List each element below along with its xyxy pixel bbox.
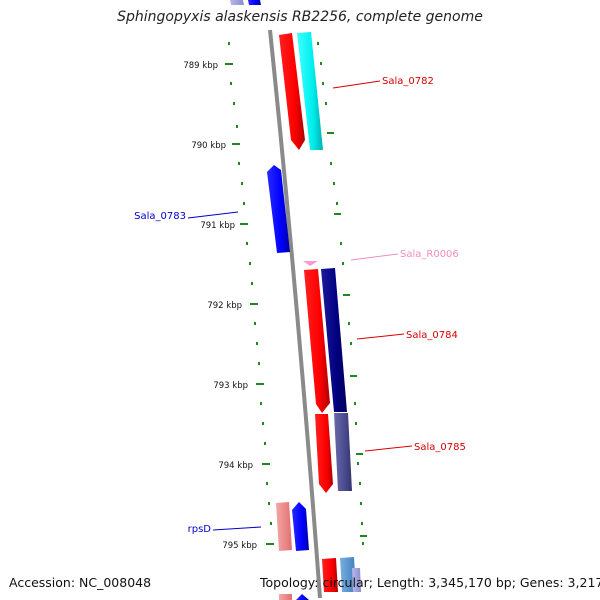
tick-label-793: 793 kbp <box>213 381 248 391</box>
bottom-red-block <box>322 558 338 592</box>
bottom-steel-block <box>340 557 356 592</box>
bottom-blue-stub <box>296 594 309 600</box>
bottom-pink-stub <box>279 594 292 600</box>
leader-sala-0782 <box>332 80 381 89</box>
partial-feature-top-blue <box>248 0 261 5</box>
map-title: Sphingopyxis alaskensis RB2256, complete… <box>117 9 483 25</box>
feature-arrow-rpsd <box>292 502 309 551</box>
feature-pink-block <box>276 502 292 551</box>
feature-arrow-sala-0785 <box>315 414 333 493</box>
leader-sala-r0006 <box>350 253 399 261</box>
tick-label-790: 790 kbp <box>191 141 226 151</box>
tick-label-789: 789 kbp <box>183 61 218 71</box>
leader-sala-0784 <box>356 333 405 340</box>
feature-label-sala-0783[interactable]: Sala_0783 <box>134 211 186 222</box>
tick-mark-794 <box>262 463 270 465</box>
tick-label-794: 794 kbp <box>218 461 253 471</box>
feature-label-sala-0785[interactable]: Sala_0785 <box>414 442 466 453</box>
partial-feature-top-left <box>230 0 244 5</box>
tick-mark-789 <box>225 63 233 65</box>
tick-label-791: 791 kbp <box>200 221 235 231</box>
navy-track-block <box>321 268 347 412</box>
tick-mark-795 <box>266 543 274 545</box>
ruler-dots <box>228 42 364 545</box>
leader-sala-0785 <box>364 445 413 452</box>
feature-label-sala-0782[interactable]: Sala_0782 <box>382 76 434 87</box>
leader-rpsd <box>212 526 262 531</box>
feature-label-sala-r0006[interactable]: Sala_R0006 <box>400 249 459 260</box>
tick-label-792: 792 kbp <box>207 301 242 311</box>
slate-track-block <box>334 413 352 491</box>
feature-arrow-sala-0783 <box>267 165 290 253</box>
tick-label-795: 795 kbp <box>222 541 257 551</box>
feature-arrow-sala-0782 <box>279 33 305 150</box>
tick-mark-791 <box>240 223 248 225</box>
tick-mark-792 <box>250 303 258 305</box>
bottom-lav-block <box>352 568 361 592</box>
cyan-track-block <box>297 32 323 150</box>
leader-sala-0783 <box>187 211 239 219</box>
tick-mark-790 <box>232 143 240 145</box>
feature-arrow-sala-0784 <box>304 269 330 413</box>
genome-backbone <box>268 29 322 599</box>
topology-text: Topology: circular; Length: 3,345,170 bp… <box>260 575 600 590</box>
accession-text: Accession: NC_008048 <box>9 575 152 590</box>
ruler-major-ticks <box>225 63 367 545</box>
feature-label-sala-0784[interactable]: Sala_0784 <box>406 330 458 341</box>
feature-label-rpsd[interactable]: rpsD <box>188 524 212 535</box>
feature-rrna-sala-r0006 <box>303 261 318 266</box>
tick-mark-793 <box>256 383 264 385</box>
